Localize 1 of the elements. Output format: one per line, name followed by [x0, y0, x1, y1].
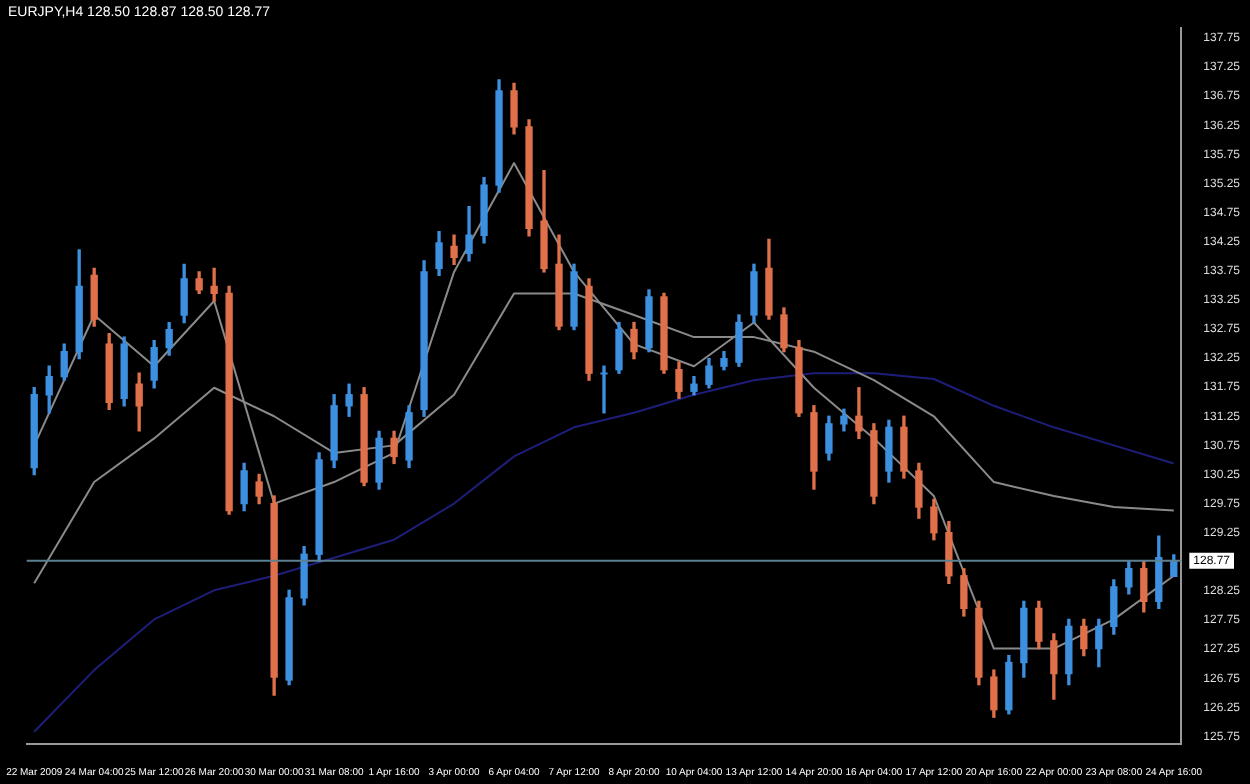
candlestick	[210, 267, 218, 302]
